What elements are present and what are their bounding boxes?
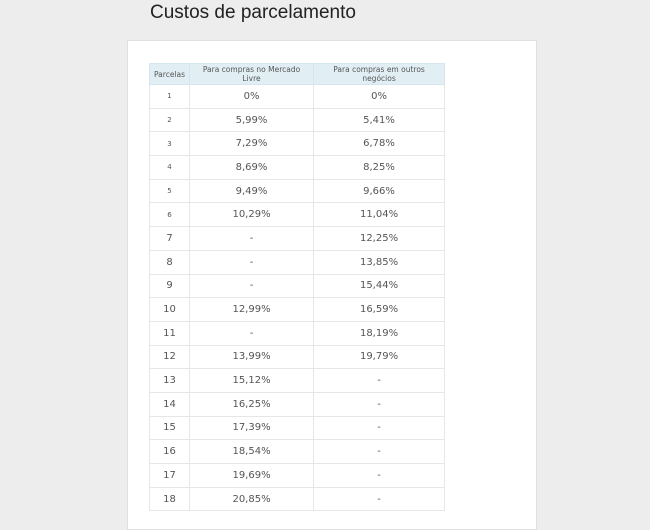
table-cell: 19,79% — [313, 344, 446, 370]
table-row: 6 10,29% 11,04% — [148, 202, 446, 228]
table-cell: 9,49% — [189, 178, 315, 204]
table-row: 12 13,99% 19,79% — [148, 344, 446, 370]
table-cell: - — [189, 320, 315, 346]
column-header: Parcelas — [148, 63, 191, 85]
table-cell: 10 — [148, 297, 191, 322]
table-cell: 11,04% — [313, 202, 446, 228]
table-cell: 5,41% — [313, 107, 446, 133]
installment-table: Parcelas Para compras no Mercado Livre Par… — [148, 63, 446, 512]
table-row: 3 7,29% 6,78% — [148, 131, 446, 157]
table-row: 15 17,39% - — [148, 415, 446, 441]
column-header: Para compras em outros negócios — [313, 63, 446, 85]
table-cell: 13,99% — [189, 344, 315, 370]
table-row: 18 20,85% - — [148, 486, 446, 512]
table-cell: 18,54% — [189, 439, 315, 464]
table-row: 10 12,99% 16,59% — [148, 297, 446, 322]
table-row: 16 18,54% - — [148, 439, 446, 464]
page-title: Custos de parcelamento — [150, 2, 356, 23]
table-row: 4 8,69% 8,25% — [148, 155, 446, 180]
table-cell: 0% — [189, 84, 315, 109]
table-cell: 16 — [148, 439, 191, 464]
table-cell: 6,78% — [313, 131, 446, 157]
table-cell: 16,59% — [313, 297, 446, 322]
table-cell: 6 — [148, 202, 191, 228]
table-cell: 5 — [148, 178, 191, 204]
table-cell: 18,19% — [313, 320, 446, 346]
table-cell: 17,39% — [189, 415, 315, 441]
table-cell: 9,66% — [313, 178, 446, 204]
table-cell: - — [189, 249, 315, 275]
table-cell: 12 — [148, 344, 191, 370]
table-cell: 10,29% — [189, 202, 315, 228]
column-header: Para compras no Mercado Livre — [189, 63, 315, 85]
table-cell: - — [189, 226, 315, 251]
table-cell: 7,29% — [189, 131, 315, 157]
table-cell: 3 — [148, 131, 191, 157]
table-cell: 15,12% — [189, 368, 315, 393]
table-cell: 13 — [148, 368, 191, 393]
table-cell: 14 — [148, 391, 191, 417]
table-cell: - — [189, 273, 315, 299]
table-cell: 0% — [313, 84, 446, 109]
table-cell: 16,25% — [189, 391, 315, 417]
table-cell: - — [313, 463, 446, 488]
table-row: 7-12,25% — [148, 226, 446, 251]
table-row: 11-18,19% — [148, 320, 446, 346]
table-row: 13 15,12% - — [148, 368, 446, 393]
table-cell: 19,69% — [189, 463, 315, 488]
header-row: Parcelas Para compras no Mercado Livre Par… — [148, 63, 446, 85]
table-cell: 8,25% — [313, 155, 446, 180]
table-cell: 12,99% — [189, 297, 315, 322]
table-cell: 13,85% — [313, 249, 446, 275]
table-cell: 7 — [148, 226, 191, 251]
table-cell: - — [313, 391, 446, 417]
table-row: 5 9,49% 9,66% — [148, 178, 446, 204]
table-cell: 1 — [148, 84, 191, 109]
table-cell: - — [313, 368, 446, 393]
table-row: 1 0% 0% — [148, 84, 446, 109]
table-cell: - — [313, 415, 446, 441]
table-cell: 20,85% — [189, 486, 315, 512]
table-row: 2 5,99% 5,41% — [148, 107, 446, 133]
table-cell: - — [313, 439, 446, 464]
table-row: 9-15,44% — [148, 273, 446, 299]
table-row: 14 16,25% - — [148, 391, 446, 417]
table-row: 17 19,69% - — [148, 463, 446, 488]
card: Parcelas Para compras no Mercado Livre Par… — [127, 40, 537, 530]
table-cell: 18 — [148, 486, 191, 512]
table-cell: 8 — [148, 249, 191, 275]
table-body: 1 0% 0% 2 5,99% 5,41% 3 7,29% 6,78% 4 8,69% 8,25% 5 9… — [148, 84, 446, 512]
table-cell: 8,69% — [189, 155, 315, 180]
table-cell: 5,99% — [189, 107, 315, 133]
table-cell: 17 — [148, 463, 191, 488]
table-cell: 4 — [148, 155, 191, 180]
table-cell: 9 — [148, 273, 191, 299]
table-cell: 15,44% — [313, 273, 446, 299]
table-cell: 11 — [148, 320, 191, 346]
table-cell: 12,25% — [313, 226, 446, 251]
table-cell: 15 — [148, 415, 191, 441]
table-row: 8-13,85% — [148, 249, 446, 275]
table-cell: 2 — [148, 107, 191, 133]
table-cell: - — [313, 486, 446, 512]
